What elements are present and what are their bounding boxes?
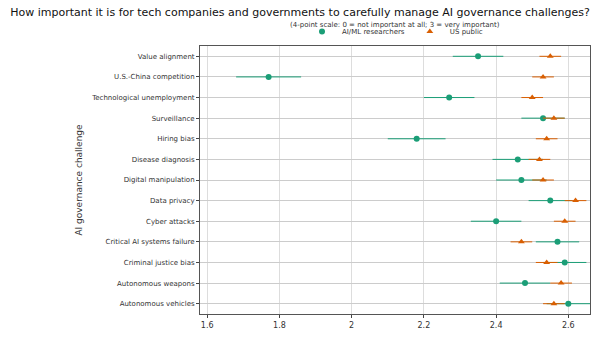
svg-text:Data privacy: Data privacy — [150, 197, 195, 205]
svg-text:2.4: 2.4 — [490, 321, 503, 330]
svg-text:Disease diagnosis: Disease diagnosis — [132, 156, 195, 164]
svg-text:(4-point scale: 0 = not import: (4-point scale: 0 = not important at all… — [290, 21, 500, 29]
svg-text:2.6: 2.6 — [562, 321, 575, 330]
svg-text:US public: US public — [450, 28, 483, 36]
svg-text:Criminal justice bias: Criminal justice bias — [124, 259, 195, 267]
svg-text:Autonomous vehicles: Autonomous vehicles — [120, 300, 195, 308]
svg-text:1.6: 1.6 — [201, 321, 214, 330]
svg-text:Hiring bias: Hiring bias — [157, 135, 195, 143]
svg-text:Surveillance: Surveillance — [152, 115, 195, 123]
svg-text:2: 2 — [349, 321, 354, 330]
svg-text:How important it is for tech c: How important it is for tech companies a… — [10, 6, 590, 19]
svg-text:U.S.-China competition: U.S.-China competition — [114, 73, 195, 81]
svg-text:AI/ML researchers: AI/ML researchers — [342, 28, 405, 36]
svg-text:2.2: 2.2 — [418, 321, 431, 330]
svg-text:Critical AI systems failure: Critical AI systems failure — [106, 238, 195, 246]
svg-text:Technological unemployment: Technological unemployment — [91, 94, 195, 102]
svg-text:Value alignment: Value alignment — [138, 53, 195, 61]
svg-text:Autonomous weapons: Autonomous weapons — [117, 280, 195, 288]
svg-text:Cyber attacks: Cyber attacks — [146, 218, 195, 226]
svg-text:Digital manipulation: Digital manipulation — [124, 176, 195, 184]
svg-text:1.8: 1.8 — [273, 321, 286, 330]
svg-text:AI governance challenge: AI governance challenge — [74, 124, 84, 236]
